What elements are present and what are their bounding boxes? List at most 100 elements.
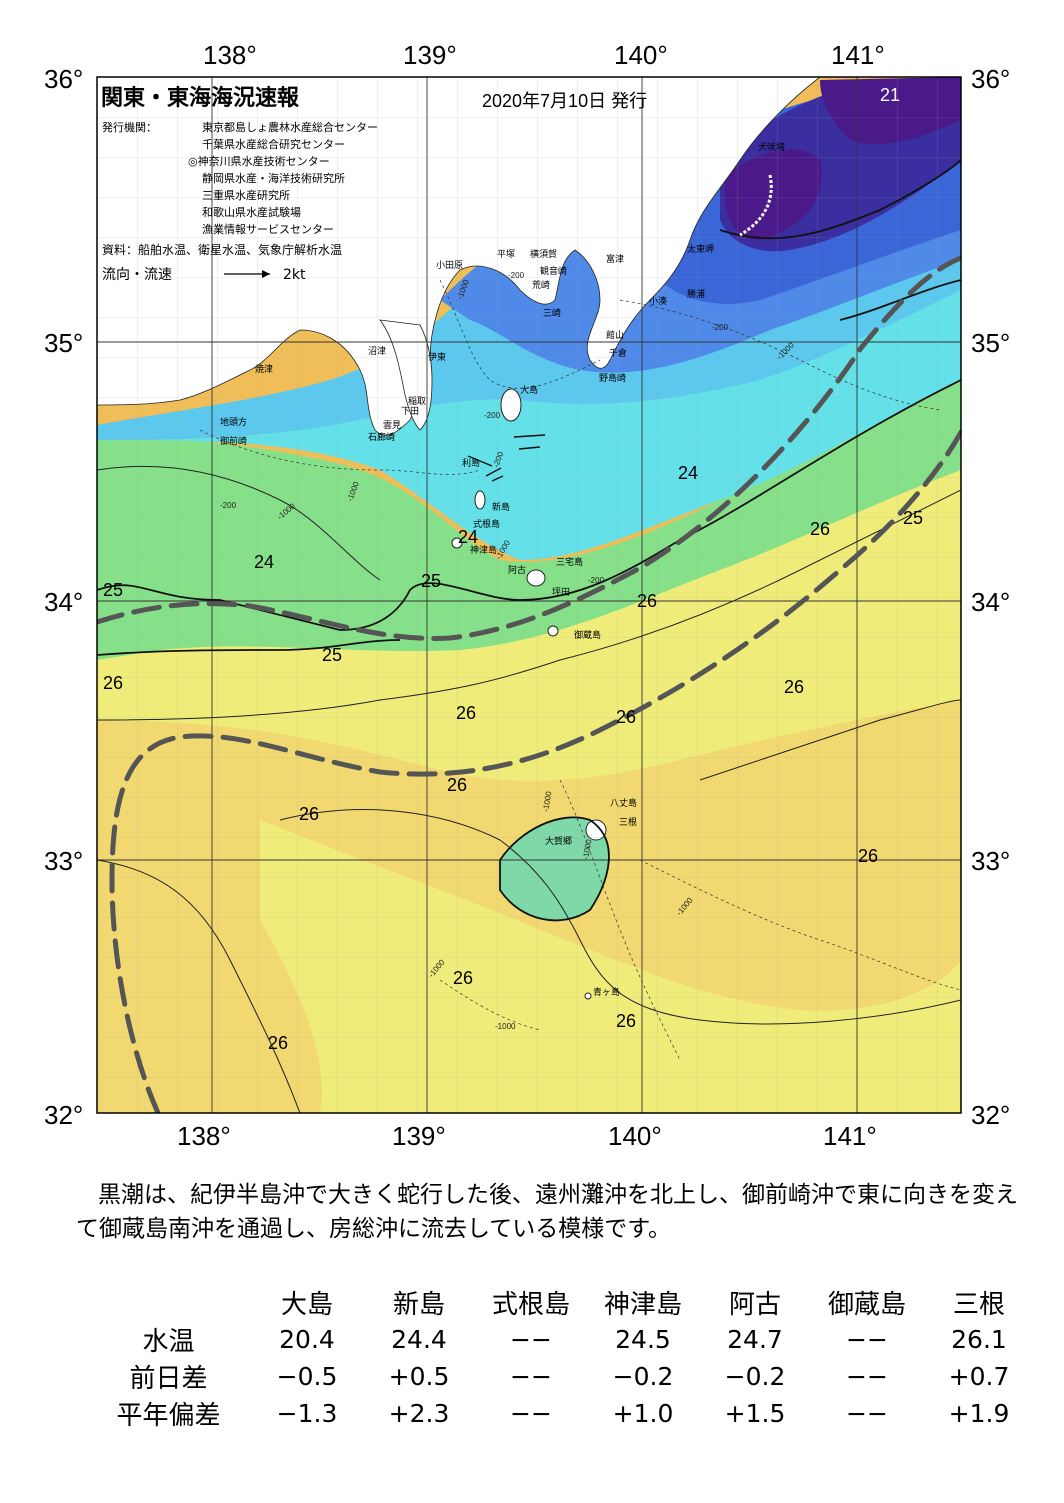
col-header: 神津島 [603,1290,682,1320]
place-ito: 伊東 [428,351,446,363]
table-row: 平年偏差 −1.3 +2.3 −− +1.0 +1.5 −− +1.9 [86,1395,1035,1432]
table-cell: +1.9 [948,1399,1010,1428]
col-header: 御蔵島 [827,1290,906,1320]
place-shimoda: 下田 [401,406,419,417]
bathymetry-lines [199,279,961,1061]
row-label: 水温 [142,1327,195,1357]
place-nojimazaki: 野島崎 [599,372,626,384]
kuroshio-path [97,255,961,1113]
issuer-6: 和歌山県水産試験場 [202,205,301,219]
current-arrows [467,434,546,482]
table-cell: +0.7 [948,1362,1010,1391]
place-aogashima: 青ヶ島 [593,986,620,998]
place-kozushima: 神津島 [470,544,497,556]
table-cell: −− [510,1362,552,1391]
isotherm-25-b [97,639,401,656]
col-header: 新島 [392,1290,445,1320]
place-tsubota: 坪田 [552,587,570,598]
place-misaki: 三崎 [543,307,561,319]
place-yaizu: 焼津 [255,364,273,375]
place-katsuura: 勝浦 [687,288,705,300]
depth-label-11: -200 [588,576,605,585]
place-futtsu: 富津 [606,253,624,265]
issuer-3: ◎神奈川県水産技術センター [188,154,330,168]
place-yokosuka: 横須賀 [530,248,557,260]
place-labels: 犬吠埼 太東岬 勝浦 小湊 富津 横須賀 平塚 小田原 観音崎 荒崎 三崎 館山… [220,141,785,998]
iso-label-26-d: 26 [784,677,804,697]
table-row: 前日差 −0.5 +0.5 −− −0.2 −0.2 −− +0.7 [86,1358,1035,1395]
isotherm-labels: 21 24 24 24 25 25 25 25 26 26 26 26 26 2… [103,85,923,1053]
lon-top-141: 141° [831,40,885,70]
lon-top-139: 139° [403,40,457,70]
lon-top-140: 140° [614,40,668,70]
place-mikurajima: 御蔵島 [574,629,601,641]
place-taitomisaki: 太東岬 [687,243,714,255]
table-cell: +1.5 [724,1399,786,1428]
lon-top-138: 138° [203,40,257,70]
table-cell: −− [510,1325,552,1354]
place-inatori: 稲取 [408,395,426,407]
issuer-block: 発行機関： 東京都島しょ農林水産総合センター 千葉県水産総合研究センター ◎神奈… [102,120,378,283]
lat-left-32: 32° [44,1100,83,1130]
place-toshima: 利島 [462,457,480,469]
lat-left-35: 35° [44,328,83,358]
table-cell: 24.7 [727,1325,783,1354]
table-cell: −− [846,1362,888,1391]
table-cell: −− [846,1399,888,1428]
lat-right-34: 34° [971,587,1010,617]
iso-label-25-d: 25 [903,508,923,528]
lat-lon-grid [97,77,961,1113]
iso-label-26-i: 26 [858,846,878,866]
degree-lines [97,77,961,1113]
row-label: 前日差 [129,1364,208,1394]
lat-left-34: 34° [44,587,83,617]
place-shikinejima: 式根島 [473,518,500,530]
lat-right-33: 33° [971,846,1010,876]
place-chikura: 千倉 [609,347,627,359]
island-temperature-table: 大島 新島 式根島 神津島 阿古 御蔵島 三根 水温 20.4 24.4 −− … [86,1284,1035,1432]
iso-label-26-l: 26 [268,1033,288,1053]
place-inubozaki: 犬吠埼 [758,141,785,153]
place-miyakejima: 三宅島 [556,556,583,568]
place-irozaki: 石廊崎 [368,431,395,443]
place-arasaki: 荒崎 [532,279,550,291]
map-title: 関東・東海海況速報 [101,85,300,111]
iso-label-25-b: 25 [421,571,441,591]
col-header: 大島 [280,1290,333,1320]
isotherm-21-dotted [739,174,773,237]
table-cell: −1.3 [276,1399,338,1428]
lon-bottom-141: 141° [823,1121,877,1151]
table-cell: +2.3 [388,1399,450,1428]
lon-bottom-139: 139° [392,1121,446,1151]
sea-temperature-map: 138° 139° 140° 141° 138° 139° 140° 141° … [44,40,1010,1151]
row-label: 平年偏差 [116,1401,221,1431]
table-cell: −− [846,1325,888,1354]
depth-label-16: -1000 [495,1022,516,1031]
depth-label-6: -200 [220,501,237,510]
map-frame [96,76,962,1114]
iso-label-26-k: 26 [616,1011,636,1031]
iso-label-26-c: 26 [103,673,123,693]
table-cell: −0.2 [612,1362,674,1391]
depth-label-3: -200 [712,323,729,332]
issuer-4: 静岡県水産・海洋技術研究所 [202,171,345,185]
col-header: 三根 [952,1290,1005,1320]
table-cell: 20.4 [279,1325,335,1354]
issuer-2: 千葉県水産総合研究センター [202,137,345,151]
table-cell: +0.5 [388,1362,450,1391]
lat-right-32: 32° [971,1100,1010,1130]
table-cell: −0.2 [724,1362,786,1391]
place-hiratsuka: 平塚 [497,249,515,260]
place-tateyama: 館山 [606,329,624,341]
col-header: 式根島 [491,1290,570,1320]
lon-bottom-140: 140° [608,1121,662,1151]
issuer-label: 発行機関： [102,120,157,134]
issuer-7: 漁業情報サービスセンター [202,222,334,236]
place-odawara: 小田原 [436,260,463,271]
depth-label-13: -1000 [581,838,594,860]
place-kominato: 小湊 [649,295,667,307]
iso-label-21: 21 [880,85,900,105]
place-oshima: 大島 [520,384,538,396]
isotherms-thin [97,465,961,1113]
issuer-1: 東京都島しょ農林水産総合センター [202,120,378,134]
